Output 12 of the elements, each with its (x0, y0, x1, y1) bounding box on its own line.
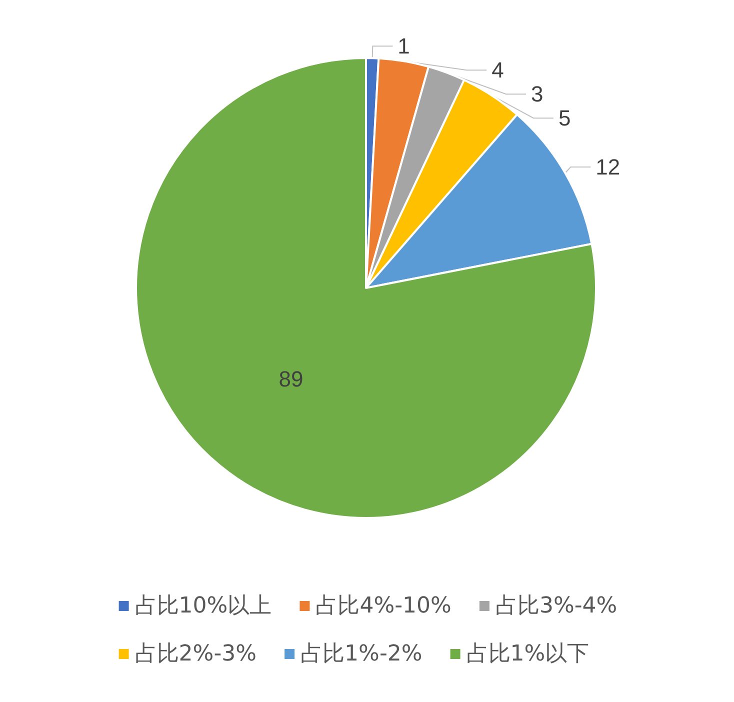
legend-label: 占比1%以下 (466, 642, 590, 666)
data-label: 4 (492, 58, 504, 83)
data-label: 5 (558, 106, 571, 131)
legend-label: 占比2%-3% (134, 642, 257, 666)
legend-label: 占比10%以上 (134, 594, 272, 618)
legend-label: 占比3%-4% (495, 594, 618, 618)
legend-label: 占比1%-2% (300, 642, 422, 666)
data-label: 3 (530, 82, 544, 107)
legend-label: 占比4%-10% (316, 594, 452, 618)
data-label: 12 (596, 154, 620, 180)
data-label: 1 (398, 34, 410, 59)
data-label: 89 (278, 366, 304, 392)
